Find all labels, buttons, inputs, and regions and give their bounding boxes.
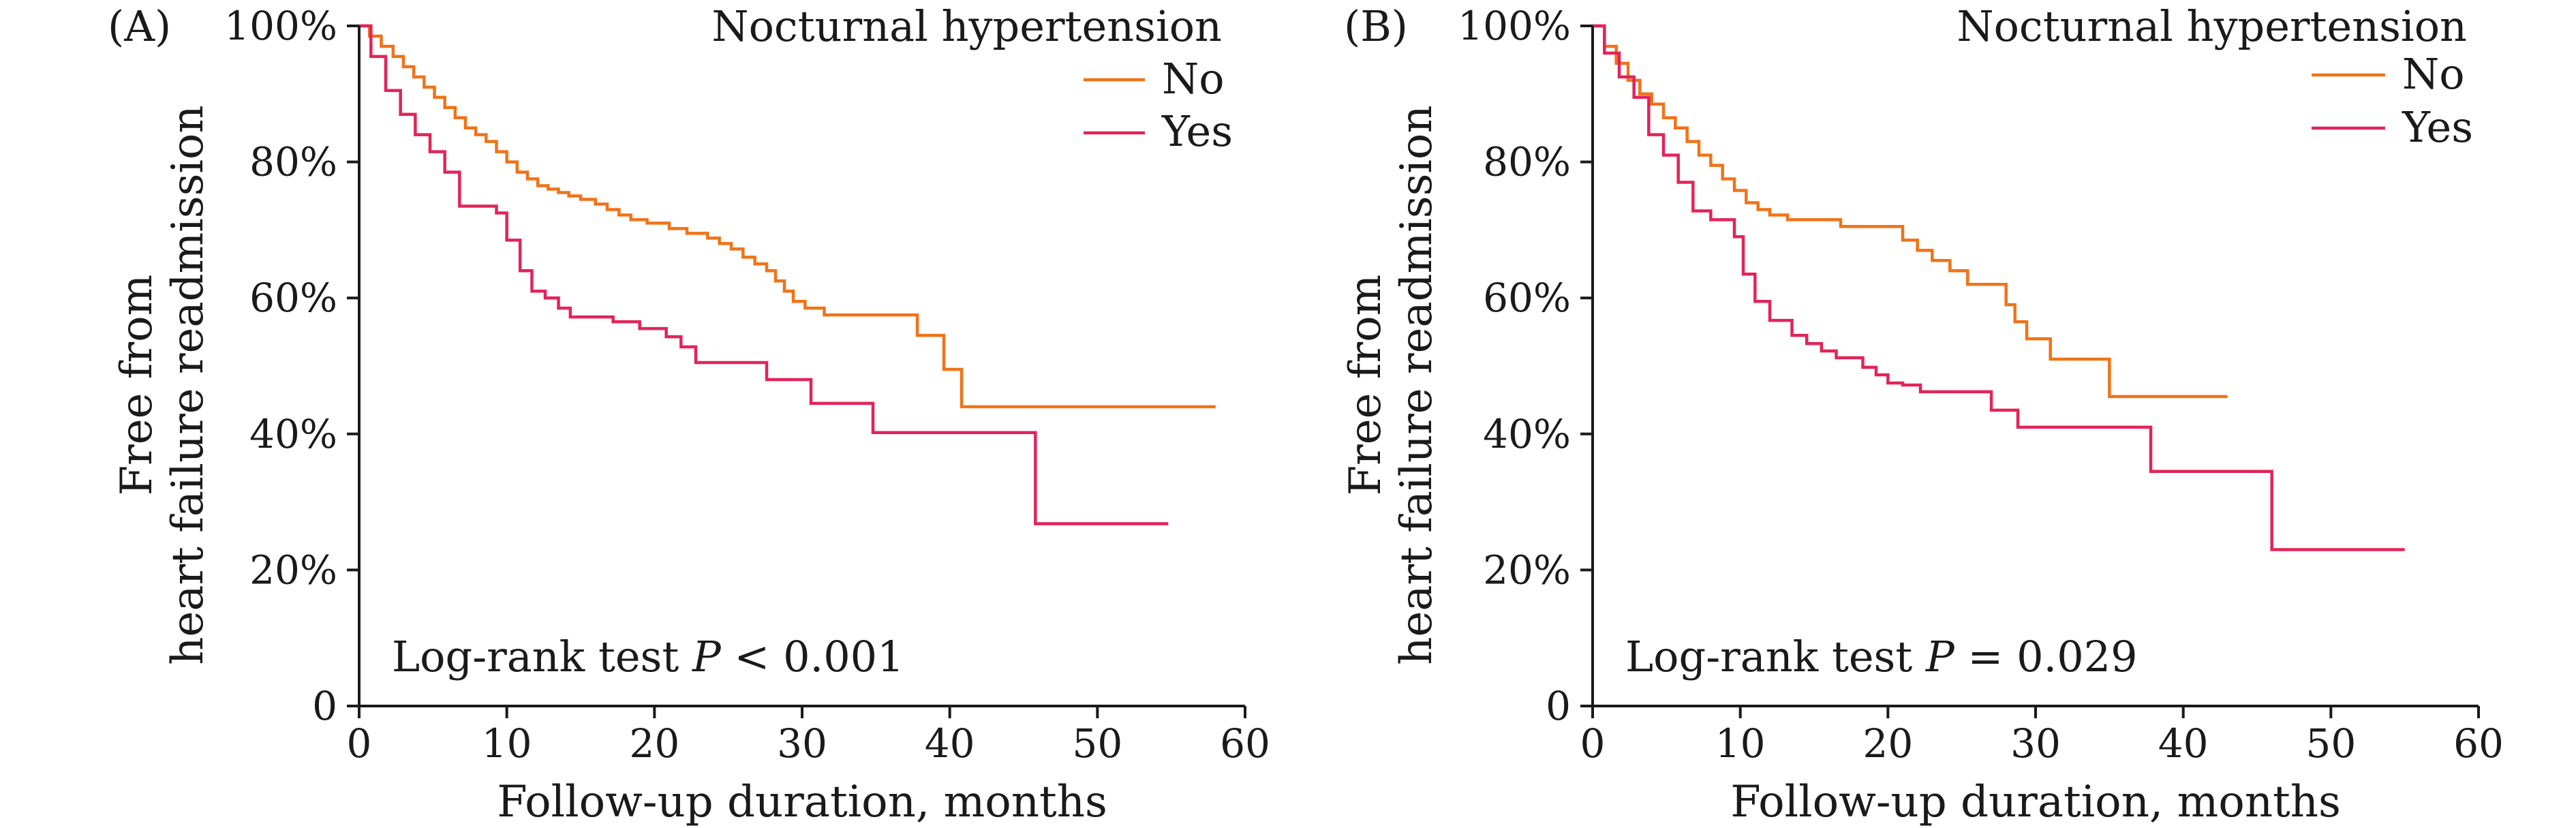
x-tick-label: 0: [1580, 720, 1606, 767]
panel-a: (A) Free from heart failure readmission …: [108, 1, 1270, 827]
annotation-prefix: Log-rank test: [1625, 632, 1926, 681]
legend-label-no: No: [2402, 49, 2465, 99]
annotation-prefix: Log-rank test: [392, 632, 692, 681]
x-tick-label: 50: [2305, 720, 2356, 767]
x-tick-label: 20: [1862, 720, 1913, 767]
y-tick-label: 80%: [1483, 139, 1571, 185]
y-tick-label: 20%: [249, 547, 337, 593]
panel-b: (B) Free from heart failure readmission …: [1340, 1, 2504, 827]
panel-label: (A): [108, 1, 171, 51]
x-tick-label: 40: [2158, 720, 2209, 767]
y-tick-label: 0: [312, 683, 337, 729]
x-tick-label: 20: [629, 720, 679, 767]
y-tick-label: 40%: [249, 411, 337, 457]
x-axis-title: Follow-up duration, months: [1730, 777, 2341, 827]
y-tick-label: 20%: [1483, 547, 1571, 593]
legend-title: Nocturnal hypertension: [1957, 1, 2467, 51]
x-tick-label: 10: [1715, 720, 1766, 767]
series-line-yes: [1593, 24, 2405, 551]
legend-title: Nocturnal hypertension: [711, 1, 1222, 51]
tick-group: 0 10 20 30 40 50 60 0 20% 40% 60% 80% 100%: [224, 3, 1270, 767]
y-tick-label: 100%: [1458, 3, 1571, 49]
legend-label-yes: Yes: [2402, 102, 2473, 152]
tick-group: 0 10 20 30 40 50 60 0 20% 40% 60% 80% 100%: [1458, 3, 2504, 767]
y-axis-title-line2: heart failure readmission: [163, 105, 213, 664]
series-line-no: [1593, 24, 2228, 399]
annotation-suffix: < 0.001: [721, 632, 904, 681]
y-tick-label: 100%: [224, 3, 337, 49]
log-rank-annotation: Log-rank test P < 0.001: [392, 632, 904, 681]
legend-label-no: No: [1162, 54, 1225, 104]
x-tick-label: 30: [2010, 720, 2061, 767]
annotation-suffix: = 0.029: [1954, 632, 2138, 681]
curve-group: [1593, 24, 2405, 551]
annotation-p: P: [692, 632, 722, 681]
annotation-p: P: [1925, 632, 1955, 681]
x-tick-label: 60: [2453, 720, 2504, 767]
x-tick-label: 40: [925, 720, 975, 767]
y-tick-label: 40%: [1483, 411, 1571, 457]
curve-group: [359, 24, 1216, 525]
x-tick-label: 50: [1072, 720, 1122, 767]
legend-label-yes: Yes: [1161, 106, 1233, 156]
y-axis-title-line1: Free from: [112, 275, 162, 496]
y-tick-label: 60%: [249, 275, 337, 321]
y-tick-label: 80%: [249, 139, 337, 185]
y-axis-title-line2: heart failure readmission: [1392, 105, 1442, 664]
x-tick-label: 30: [777, 720, 827, 767]
x-axis-title: Follow-up duration, months: [497, 777, 1107, 827]
x-tick-label: 60: [1220, 720, 1270, 767]
series-line-no: [359, 24, 1216, 409]
log-rank-annotation: Log-rank test P = 0.029: [1625, 632, 2138, 681]
x-tick-label: 0: [347, 720, 372, 767]
panel-label: (B): [1344, 1, 1408, 51]
x-tick-label: 10: [482, 720, 532, 767]
series-line-yes: [359, 24, 1169, 525]
y-tick-label: 60%: [1483, 275, 1571, 321]
y-tick-label: 0: [1546, 683, 1571, 729]
y-axis-title-line1: Free from: [1340, 275, 1391, 496]
